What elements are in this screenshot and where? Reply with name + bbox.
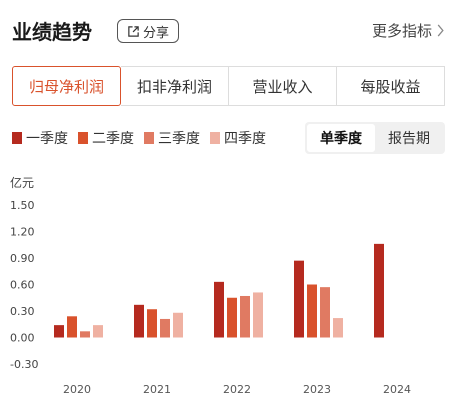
legend-swatch xyxy=(144,132,154,144)
legend-label: 二季度 xyxy=(92,131,134,147)
header: 业绩趋势 分享 更多指标 xyxy=(12,14,445,48)
bar-2021-q1[interactable] xyxy=(134,304,144,338)
legend-item-q2: 二季度 xyxy=(78,128,134,148)
bars xyxy=(54,243,384,338)
bar-2023-q1[interactable] xyxy=(294,260,304,338)
x-tick-label: 2024 xyxy=(383,383,411,396)
period-toggle: 单季度 报告期 xyxy=(305,122,445,154)
y-axis: 1.50 1.20 0.90 0.60 0.30 0.00 -0.30 xyxy=(10,199,38,371)
legend-item-q1: 一季度 xyxy=(12,128,68,148)
tab-deducted-net-profit[interactable]: 扣非净利润 xyxy=(121,66,229,106)
single-quarter-button[interactable]: 单季度 xyxy=(307,124,375,152)
bar-2021-q2[interactable] xyxy=(147,309,157,338)
share-button[interactable]: 分享 xyxy=(117,19,179,43)
x-tick-label: 2020 xyxy=(63,383,91,396)
bar-2024-q1[interactable] xyxy=(374,243,384,338)
y-axis-unit: 亿元 xyxy=(10,176,35,190)
chevron-right-icon xyxy=(437,24,444,37)
legend-item-q4: 四季度 xyxy=(210,128,266,148)
bar-2021-q4[interactable] xyxy=(173,312,183,338)
page-title: 业绩趋势 xyxy=(12,20,92,44)
bar-2021-q3[interactable] xyxy=(160,318,170,338)
chart-legend: 一季度 二季度 三季度 四季度 xyxy=(12,128,266,148)
bar-2020-q3[interactable] xyxy=(80,331,90,338)
legend-label: 三季度 xyxy=(158,131,200,147)
legend-label: 四季度 xyxy=(224,131,266,147)
y-tick-label: 0.30 xyxy=(10,305,35,318)
y-tick-label: 0.90 xyxy=(10,252,35,265)
x-tick-label: 2023 xyxy=(303,383,331,396)
metric-tabs: 归母净利润 扣非净利润 营业收入 每股收益 xyxy=(12,66,445,106)
bar-2020-q2[interactable] xyxy=(67,316,77,338)
share-icon xyxy=(128,25,139,37)
legend-swatch xyxy=(210,132,220,144)
legend-item-q3: 三季度 xyxy=(144,128,200,148)
tab-net-profit[interactable]: 归母净利润 xyxy=(12,66,121,106)
tab-revenue[interactable]: 营业收入 xyxy=(229,66,337,106)
bar-2023-q3[interactable] xyxy=(320,287,330,338)
x-tick-label: 2022 xyxy=(223,383,251,396)
legend-label: 一季度 xyxy=(26,131,68,147)
legend-swatch xyxy=(12,132,22,144)
bar-2023-q4[interactable] xyxy=(333,318,343,338)
bar-2022-q1[interactable] xyxy=(214,281,224,338)
more-indicators-label: 更多指标 xyxy=(371,22,432,40)
bar-chart: 1.501.200.900.600.300.00-0.30 2020 2021 20… xyxy=(10,199,411,396)
x-axis: 2020 2021 2022 2023 2024 xyxy=(63,383,411,396)
bar-2020-q1[interactable] xyxy=(54,325,64,338)
report-period-button[interactable]: 报告期 xyxy=(388,131,430,147)
y-tick-label: -0.30 xyxy=(10,358,38,371)
bar-2020-q4[interactable] xyxy=(93,325,103,338)
x-tick-label: 2021 xyxy=(143,383,171,396)
bar-2023-q2[interactable] xyxy=(307,284,317,338)
bar-2022-q3[interactable] xyxy=(240,295,250,338)
share-label: 分享 xyxy=(142,25,169,41)
y-tick-label: 0.00 xyxy=(10,332,35,345)
y-tick-label: 1.50 xyxy=(10,199,35,212)
legend-swatch xyxy=(78,132,88,144)
bar-2022-q2[interactable] xyxy=(227,297,237,338)
y-tick-label: 1.20 xyxy=(10,226,35,239)
y-tick-label: 0.60 xyxy=(10,279,35,292)
bar-2022-q4[interactable] xyxy=(253,292,263,338)
more-indicators-link[interactable]: 更多指标 xyxy=(372,20,445,41)
tab-eps[interactable]: 每股收益 xyxy=(337,66,445,106)
